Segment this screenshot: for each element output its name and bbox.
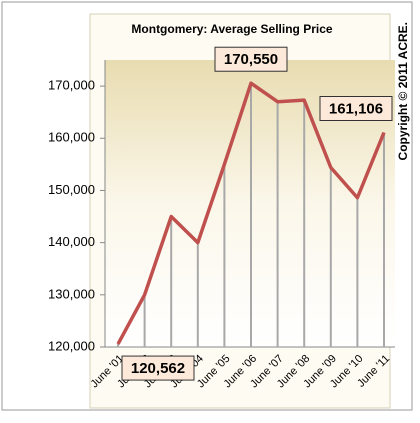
value-label: 120,562	[121, 355, 195, 381]
value-label-text: 161,106	[329, 100, 383, 117]
copyright: Copyright © 2011 ACRE.	[396, 22, 410, 160]
y-tick-label: 160,000	[48, 130, 95, 145]
value-label: 170,550	[214, 46, 288, 72]
y-tick-label: 140,000	[48, 234, 95, 249]
value-label-box	[121, 355, 195, 381]
value-label-text: 170,550	[224, 51, 278, 68]
value-label-text: 120,562	[131, 360, 185, 377]
value-label: 161,106	[319, 96, 393, 122]
chart-title: Montgomery: Average Selling Price	[131, 22, 332, 36]
y-tick-label: 130,000	[48, 286, 95, 301]
series-line	[116, 81, 386, 345]
y-tick-label: 170,000	[48, 78, 95, 93]
y-tick-label: 120,000	[48, 338, 95, 353]
y-tick-label: 150,000	[48, 182, 95, 197]
value-label-box	[214, 46, 288, 72]
value-label-box	[319, 96, 393, 122]
